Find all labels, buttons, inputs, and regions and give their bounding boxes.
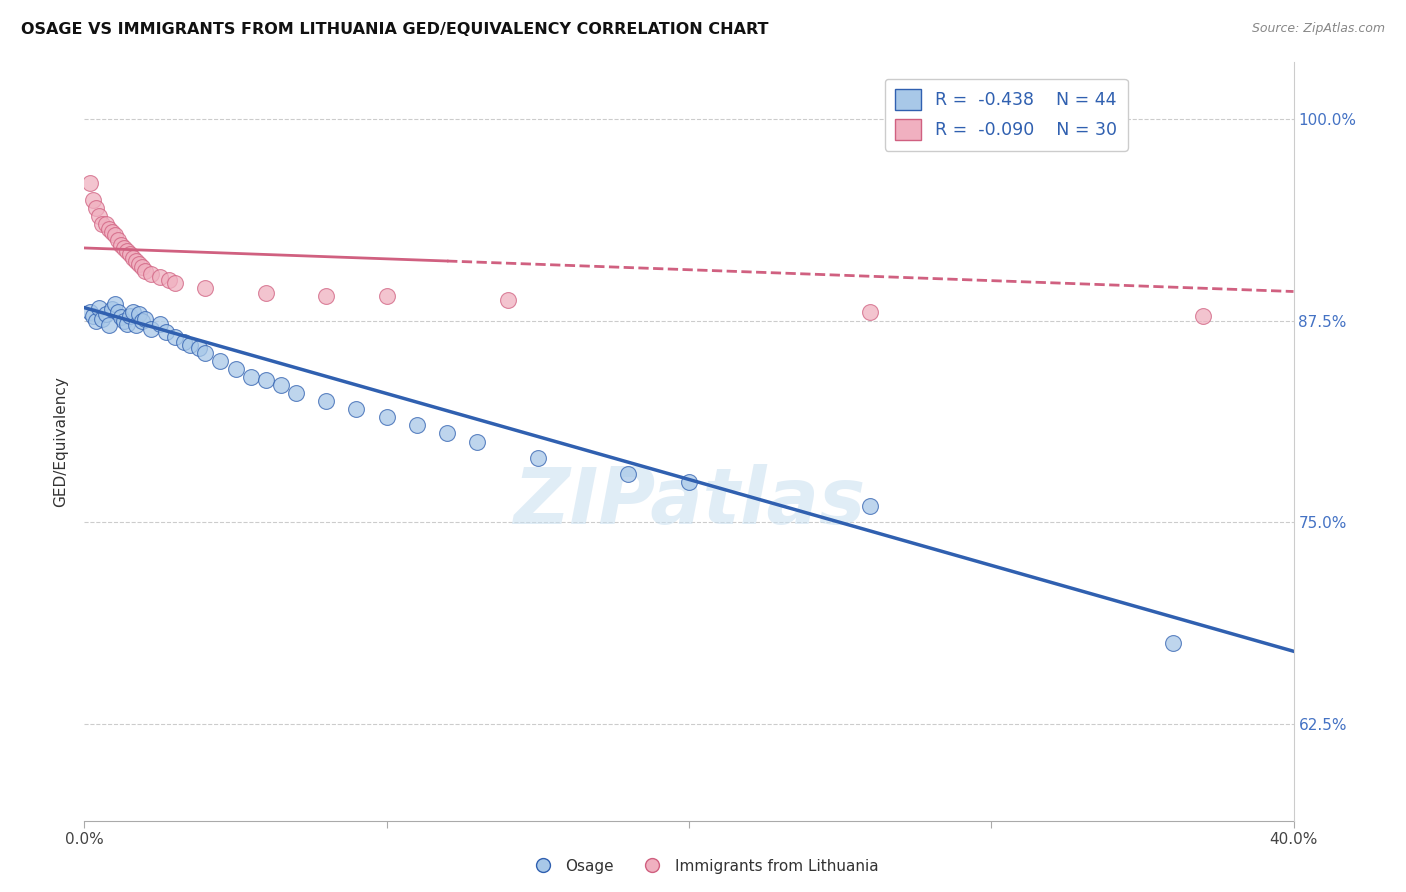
- Point: [118, 309, 141, 323]
- Point: [112, 241, 135, 255]
- Point: [165, 277, 187, 291]
- Point: [1161, 636, 1184, 650]
- Point: [94, 307, 117, 321]
- Point: [107, 305, 129, 319]
- Text: Source: ZipAtlas.com: Source: ZipAtlas.com: [1251, 22, 1385, 36]
- Point: [467, 434, 489, 449]
- Point: [139, 321, 162, 335]
- Point: [131, 260, 153, 275]
- Legend: Osage, Immigrants from Lithuania: Osage, Immigrants from Lithuania: [522, 853, 884, 880]
- Point: [173, 334, 195, 349]
- Point: [496, 293, 519, 307]
- Point: [375, 410, 398, 425]
- Point: [82, 309, 104, 323]
- Point: [859, 305, 882, 319]
- Point: [97, 221, 120, 235]
- Point: [125, 318, 148, 333]
- Point: [131, 313, 153, 327]
- Point: [527, 450, 550, 465]
- Point: [678, 475, 700, 489]
- Point: [225, 362, 247, 376]
- Point: [94, 217, 117, 231]
- Point: [157, 273, 180, 287]
- Point: [100, 302, 122, 317]
- Point: [115, 244, 138, 259]
- Point: [134, 263, 156, 277]
- Point: [149, 317, 172, 331]
- Point: [436, 426, 458, 441]
- Point: [285, 386, 308, 401]
- Point: [79, 177, 101, 191]
- Point: [107, 233, 129, 247]
- Point: [254, 373, 277, 387]
- Point: [155, 325, 177, 339]
- Point: [91, 312, 114, 326]
- Point: [115, 317, 138, 331]
- Point: [89, 209, 111, 223]
- Point: [97, 318, 120, 333]
- Text: OSAGE VS IMMIGRANTS FROM LITHUANIA GED/EQUIVALENCY CORRELATION CHART: OSAGE VS IMMIGRANTS FROM LITHUANIA GED/E…: [21, 22, 769, 37]
- Point: [859, 499, 882, 513]
- Point: [121, 305, 143, 319]
- Point: [406, 418, 429, 433]
- Point: [254, 286, 277, 301]
- Point: [194, 281, 217, 295]
- Point: [121, 251, 143, 265]
- Point: [86, 313, 108, 327]
- Point: [346, 402, 368, 417]
- Point: [188, 341, 211, 355]
- Point: [125, 253, 148, 268]
- Point: [209, 354, 232, 368]
- Point: [104, 297, 127, 311]
- Point: [165, 329, 187, 343]
- Point: [100, 225, 122, 239]
- Point: [239, 370, 262, 384]
- Point: [194, 346, 217, 360]
- Y-axis label: GED/Equivalency: GED/Equivalency: [53, 376, 69, 507]
- Point: [149, 270, 172, 285]
- Legend: R =  -0.438    N = 44, R =  -0.090    N = 30: R = -0.438 N = 44, R = -0.090 N = 30: [884, 78, 1128, 151]
- Point: [375, 289, 398, 303]
- Point: [315, 289, 337, 303]
- Point: [118, 247, 141, 261]
- Point: [91, 217, 114, 231]
- Point: [128, 307, 150, 321]
- Point: [139, 267, 162, 281]
- Point: [1192, 309, 1215, 323]
- Point: [82, 193, 104, 207]
- Point: [110, 237, 132, 252]
- Point: [110, 310, 132, 325]
- Point: [179, 337, 201, 351]
- Point: [128, 257, 150, 271]
- Point: [134, 312, 156, 326]
- Point: [86, 201, 108, 215]
- Text: ZIPatlas: ZIPatlas: [513, 464, 865, 541]
- Point: [270, 378, 292, 392]
- Point: [112, 313, 135, 327]
- Point: [315, 394, 337, 409]
- Point: [617, 467, 640, 481]
- Point: [104, 228, 127, 243]
- Point: [89, 301, 111, 315]
- Point: [79, 305, 101, 319]
